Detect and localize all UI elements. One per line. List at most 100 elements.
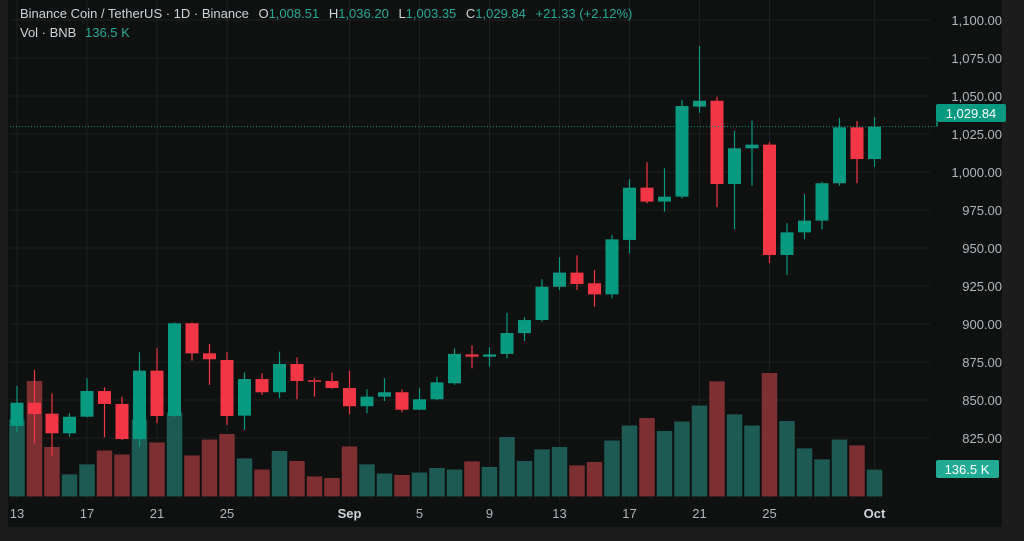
time-tick-label: 25	[762, 506, 776, 521]
volume-bar	[288, 460, 306, 497]
volume-bar	[533, 448, 551, 497]
volume-bar	[411, 472, 428, 497]
change-value: +21.33 (+2.12%)	[535, 6, 633, 21]
candle-body	[290, 363, 304, 381]
volume-bar	[428, 467, 446, 497]
volume-bar	[78, 463, 96, 497]
volume-bar	[621, 425, 638, 497]
candle-body	[570, 272, 584, 285]
price-tick-label: 1,025.00	[951, 127, 1002, 142]
time-tick-label: 25	[220, 506, 234, 521]
price-tick-label: 875.00	[962, 355, 1002, 370]
volume-bar	[113, 454, 131, 497]
volume-bars	[8, 372, 883, 497]
price-tick-label: 950.00	[962, 241, 1002, 256]
time-tick-label: 17	[80, 506, 94, 521]
candle-body	[63, 416, 76, 434]
price-tick-label: 925.00	[962, 279, 1002, 294]
candle-body	[150, 370, 164, 416]
volume-bar	[708, 380, 726, 497]
candle-body	[588, 283, 601, 295]
candle-body	[115, 403, 129, 440]
candle-body	[273, 363, 286, 393]
volume-bar	[463, 460, 481, 497]
candle-body	[378, 392, 391, 397]
time-tick-label: Sep	[338, 506, 362, 521]
volume-bar	[201, 439, 218, 497]
symbol-legend[interactable]: Binance Coin / TetherUS · 1D · Binance O…	[20, 6, 632, 21]
time-tick-label: 9	[486, 506, 493, 521]
candles	[10, 45, 881, 456]
volume-legend[interactable]: Vol · BNB 136.5 K	[20, 25, 130, 40]
volume-bar	[341, 445, 358, 497]
time-tick-label: 21	[150, 506, 164, 521]
price-tick-label: 1,075.00	[951, 51, 1002, 66]
candle-body	[815, 183, 829, 221]
candle-body	[553, 272, 566, 287]
low-value: 1,003.35	[405, 6, 457, 21]
volume-bar	[148, 441, 166, 497]
time-tick-label: 5	[416, 506, 423, 521]
candle-body	[623, 187, 636, 240]
candle-body	[693, 100, 706, 107]
candle-body	[448, 353, 461, 384]
volume-bar	[603, 440, 621, 497]
volume-label: Vol · BNB	[20, 25, 77, 40]
candle-body	[430, 382, 444, 400]
volume-value: 136.5 K	[84, 25, 130, 40]
close-value: 1,029.84	[475, 6, 526, 21]
candle-body	[45, 413, 59, 434]
candle-body	[28, 402, 41, 414]
candle-body	[518, 320, 531, 334]
volume-bar	[271, 450, 288, 497]
time-axis[interactable]: 13 17 21 25 Sep 5 9 13 17 21 25 Oct	[10, 506, 886, 521]
volume-bar	[673, 421, 691, 497]
candle-body	[798, 220, 811, 233]
candle-body	[10, 402, 24, 426]
volume-bar	[831, 439, 848, 497]
symbol-title: Binance Coin / TetherUS · 1D · Binance	[20, 6, 249, 21]
volume-bar	[323, 477, 341, 497]
volume-bar	[743, 425, 761, 497]
volume-bar	[586, 461, 603, 497]
volume-bar	[446, 469, 463, 497]
price-tick-label: 825.00	[962, 431, 1002, 446]
price-axis[interactable]: 1,100.00 1,075.00 1,050.00 1,025.00 1,000.00…	[951, 13, 1002, 446]
volume-bar	[691, 405, 708, 497]
high-value: 1,036.20	[338, 6, 389, 21]
candle-body	[710, 100, 724, 185]
candle-body	[483, 354, 496, 357]
volume-bar	[516, 460, 533, 497]
price-tick-label: 1,050.00	[951, 89, 1002, 104]
time-tick-label: 21	[692, 506, 706, 521]
candle-body	[465, 354, 479, 357]
volume-bar	[358, 463, 376, 497]
open-value: 1,008.51	[268, 6, 320, 21]
volume-bar	[778, 420, 796, 497]
volume-bar	[568, 464, 586, 497]
volume-bar	[796, 447, 813, 497]
candle-body	[343, 387, 356, 407]
candle-body	[605, 239, 619, 295]
volume-bar	[218, 433, 236, 497]
candle-body	[728, 148, 741, 185]
candle-body	[675, 106, 689, 197]
candle-body	[658, 196, 671, 202]
candle-body	[763, 144, 776, 255]
volume-bar	[61, 473, 78, 497]
time-tick-label: 17	[622, 506, 636, 521]
volume-bar	[393, 474, 411, 497]
price-tick-label: 850.00	[962, 393, 1002, 408]
candle-body	[535, 286, 549, 321]
volume-bar	[656, 430, 673, 497]
candle-body	[98, 391, 111, 404]
volume-bar	[253, 469, 271, 497]
open-label: O	[258, 6, 269, 21]
time-tick-label: 13	[10, 506, 24, 521]
volume-bar	[551, 446, 568, 497]
price-tick-label: 975.00	[962, 203, 1002, 218]
last-price-badge: 1,029.84	[936, 104, 1006, 122]
volume-bar	[376, 473, 393, 497]
volume-bar	[761, 372, 778, 497]
